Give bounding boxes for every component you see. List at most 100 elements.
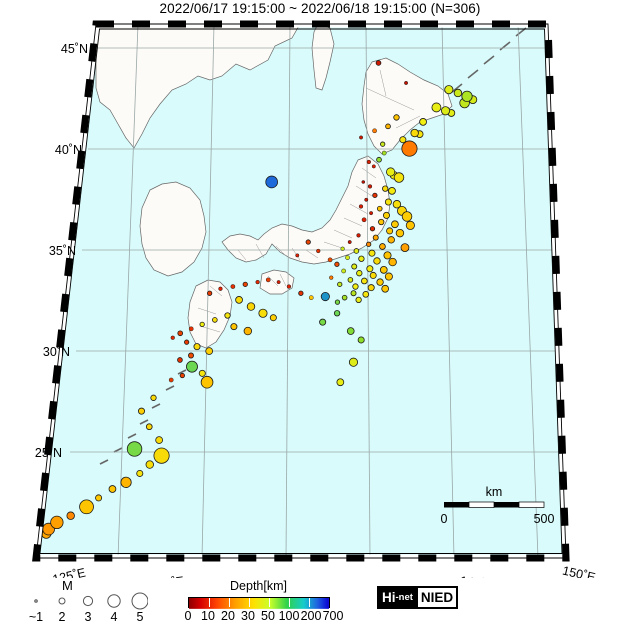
earthquake-marker[interactable] xyxy=(358,255,365,262)
earthquake-marker[interactable] xyxy=(66,511,75,520)
earthquake-marker[interactable] xyxy=(334,299,341,305)
earthquake-marker[interactable] xyxy=(265,175,278,189)
earthquake-marker[interactable] xyxy=(372,234,379,241)
earthquake-marker[interactable] xyxy=(136,469,144,477)
earthquake-marker[interactable] xyxy=(333,310,341,317)
earthquake-marker[interactable] xyxy=(404,81,408,85)
earthquake-marker[interactable] xyxy=(150,394,157,401)
earthquake-marker[interactable] xyxy=(391,220,399,229)
earthquake-marker[interactable] xyxy=(155,436,163,444)
earthquake-marker[interactable] xyxy=(346,327,355,335)
earthquake-marker[interactable] xyxy=(361,277,368,285)
earthquake-marker[interactable] xyxy=(387,236,395,244)
earthquake-marker[interactable] xyxy=(242,281,248,287)
earthquake-marker[interactable] xyxy=(392,200,402,209)
earthquake-marker[interactable] xyxy=(366,159,371,165)
earthquake-marker[interactable] xyxy=(145,423,153,431)
earthquake-marker[interactable] xyxy=(388,187,396,195)
earthquake-marker[interactable] xyxy=(108,485,117,493)
earthquake-marker[interactable] xyxy=(361,217,367,223)
earthquake-marker[interactable] xyxy=(265,277,271,283)
earthquake-marker[interactable] xyxy=(186,360,198,373)
earthquake-marker[interactable] xyxy=(356,270,363,277)
earthquake-markers[interactable] xyxy=(41,60,478,539)
earthquake-marker[interactable] xyxy=(400,243,410,252)
earthquake-marker[interactable] xyxy=(246,302,256,311)
earthquake-marker[interactable] xyxy=(372,128,377,134)
earthquake-marker[interactable] xyxy=(145,460,154,469)
earthquake-marker[interactable] xyxy=(341,294,348,301)
earthquake-marker[interactable] xyxy=(382,211,390,219)
earthquake-marker[interactable] xyxy=(369,226,376,232)
earthquake-marker[interactable] xyxy=(401,140,418,157)
earthquake-marker[interactable] xyxy=(431,102,442,113)
earthquake-marker[interactable] xyxy=(359,135,363,140)
earthquake-marker[interactable] xyxy=(419,118,427,126)
earthquake-marker[interactable] xyxy=(358,204,364,209)
earthquake-marker[interactable] xyxy=(269,314,277,322)
earthquake-marker[interactable] xyxy=(355,296,362,304)
earthquake-marker[interactable] xyxy=(184,339,190,345)
earthquake-marker[interactable] xyxy=(230,284,236,289)
map-svg[interactable]: km 0 500 45˚N 40˚N 35˚N 30˚N 25˚N 125˚E … xyxy=(0,18,640,578)
earthquake-marker[interactable] xyxy=(367,184,373,189)
earthquake-marker[interactable] xyxy=(380,141,386,147)
earthquake-marker[interactable] xyxy=(383,251,392,260)
earthquake-marker[interactable] xyxy=(230,323,238,331)
earthquake-marker[interactable] xyxy=(168,377,174,383)
earthquake-marker[interactable] xyxy=(286,284,292,289)
earthquake-marker[interactable] xyxy=(347,240,352,245)
earthquake-marker[interactable] xyxy=(348,357,359,367)
earthquake-marker[interactable] xyxy=(393,114,400,121)
earthquake-marker[interactable] xyxy=(364,197,369,202)
earthquake-marker[interactable] xyxy=(367,284,375,292)
earthquake-marker[interactable] xyxy=(177,330,184,337)
earthquake-marker[interactable] xyxy=(440,106,451,116)
earthquake-marker[interactable] xyxy=(410,128,419,138)
earthquake-marker[interactable] xyxy=(373,257,381,265)
earthquake-marker[interactable] xyxy=(199,321,205,328)
earthquake-marker[interactable] xyxy=(381,284,390,293)
earthquake-marker[interactable] xyxy=(399,136,407,144)
earthquake-marker[interactable] xyxy=(401,211,413,222)
earthquake-marker[interactable] xyxy=(388,257,397,267)
earthquake-marker[interactable] xyxy=(50,515,64,530)
earthquake-marker[interactable] xyxy=(95,494,103,502)
earthquake-marker[interactable] xyxy=(336,378,345,387)
earthquake-marker[interactable] xyxy=(350,290,357,297)
earthquake-marker[interactable] xyxy=(368,249,376,257)
earthquake-marker[interactable] xyxy=(334,261,340,267)
earthquake-marker[interactable] xyxy=(375,60,382,66)
earthquake-marker[interactable] xyxy=(329,275,334,280)
earthquake-marker[interactable] xyxy=(316,248,321,254)
earthquake-marker[interactable] xyxy=(153,447,170,464)
earthquake-marker[interactable] xyxy=(372,192,378,198)
earthquake-marker[interactable] xyxy=(385,123,391,130)
earthquake-marker[interactable] xyxy=(444,85,454,95)
earthquake-marker[interactable] xyxy=(212,317,218,323)
earthquake-marker[interactable] xyxy=(376,205,383,212)
earthquake-marker[interactable] xyxy=(170,335,175,340)
earthquake-marker[interactable] xyxy=(295,253,300,258)
earthquake-marker[interactable] xyxy=(120,476,132,488)
earthquake-marker[interactable] xyxy=(320,292,330,302)
earthquake-marker[interactable] xyxy=(298,290,304,296)
earthquake-marker[interactable] xyxy=(453,88,463,98)
earthquake-marker[interactable] xyxy=(276,280,281,285)
earthquake-marker[interactable] xyxy=(386,227,394,235)
earthquake-marker[interactable] xyxy=(378,218,385,226)
earthquake-marker[interactable] xyxy=(461,90,473,102)
earthquake-marker[interactable] xyxy=(376,156,382,163)
earthquake-marker[interactable] xyxy=(79,499,94,515)
earthquake-marker[interactable] xyxy=(366,265,374,273)
earthquake-marker[interactable] xyxy=(235,296,243,304)
earthquake-marker[interactable] xyxy=(347,277,354,283)
earthquake-marker[interactable] xyxy=(243,326,253,336)
earthquake-marker[interactable] xyxy=(345,255,350,260)
earthquake-marker[interactable] xyxy=(353,248,360,254)
earthquake-marker[interactable] xyxy=(351,263,358,270)
earthquake-marker[interactable] xyxy=(381,150,387,156)
earthquake-marker[interactable] xyxy=(341,268,346,274)
earthquake-marker[interactable] xyxy=(382,185,389,192)
earthquake-marker[interactable] xyxy=(327,257,333,263)
